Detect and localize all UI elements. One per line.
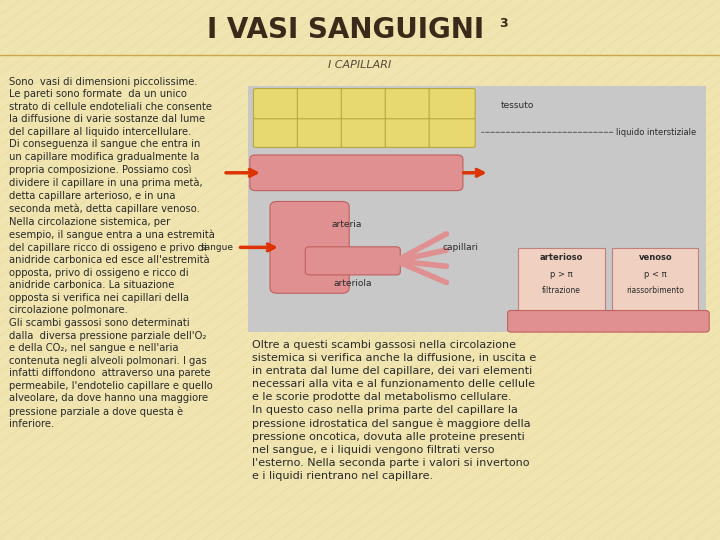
FancyBboxPatch shape bbox=[429, 117, 475, 147]
FancyBboxPatch shape bbox=[297, 117, 343, 147]
FancyBboxPatch shape bbox=[341, 89, 387, 119]
FancyBboxPatch shape bbox=[297, 89, 343, 119]
Bar bbox=[248, 86, 706, 332]
FancyBboxPatch shape bbox=[385, 89, 431, 119]
FancyBboxPatch shape bbox=[250, 155, 463, 191]
Text: venoso: venoso bbox=[639, 253, 672, 261]
FancyBboxPatch shape bbox=[508, 310, 709, 332]
Text: I VASI SANGUIGNI: I VASI SANGUIGNI bbox=[207, 16, 484, 44]
FancyBboxPatch shape bbox=[385, 117, 431, 147]
Text: arteria: arteria bbox=[331, 220, 361, 229]
Text: arteriola: arteriola bbox=[333, 279, 372, 288]
FancyBboxPatch shape bbox=[429, 89, 475, 119]
FancyBboxPatch shape bbox=[270, 201, 349, 293]
Text: tessuto: tessuto bbox=[500, 101, 534, 110]
Bar bbox=[612, 248, 698, 316]
Text: 3: 3 bbox=[500, 17, 508, 30]
Text: sangue: sangue bbox=[201, 243, 234, 252]
Text: filtrazione: filtrazione bbox=[542, 286, 581, 295]
Text: p < π: p < π bbox=[644, 270, 667, 279]
Text: riassorbimento: riassorbimento bbox=[626, 286, 684, 295]
Text: Sono  vasi di dimensioni piccolissime.
Le pareti sono formate  da un unico
strat: Sono vasi di dimensioni piccolissime. Le… bbox=[9, 77, 215, 429]
Text: liquido interstiziale: liquido interstiziale bbox=[616, 128, 696, 137]
Text: I CAPILLARI: I CAPILLARI bbox=[328, 60, 392, 70]
FancyBboxPatch shape bbox=[253, 89, 300, 119]
Text: arterioso: arterioso bbox=[540, 253, 583, 261]
Text: Oltre a questi scambi gassosi nella circolazione
sistemica si verifica anche la : Oltre a questi scambi gassosi nella circ… bbox=[252, 340, 536, 481]
FancyBboxPatch shape bbox=[253, 117, 300, 147]
Text: capillari: capillari bbox=[443, 243, 479, 252]
Text: p > π: p > π bbox=[550, 270, 573, 279]
FancyBboxPatch shape bbox=[341, 117, 387, 147]
Bar bbox=[518, 248, 605, 316]
FancyBboxPatch shape bbox=[305, 247, 400, 275]
